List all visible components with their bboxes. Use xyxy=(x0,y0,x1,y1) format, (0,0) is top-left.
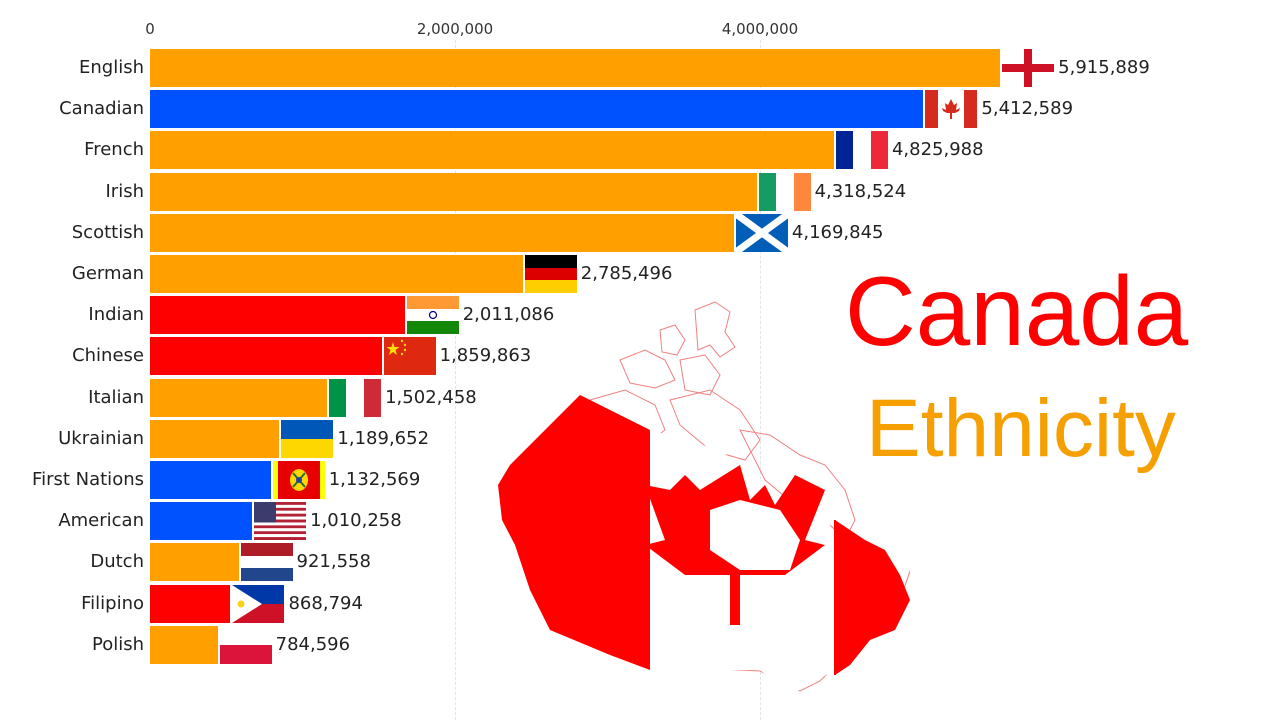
bar xyxy=(150,172,757,211)
value-label: 1,502,458 xyxy=(385,386,477,408)
category-label: Canadian xyxy=(59,98,144,120)
india-flag-icon xyxy=(406,296,459,335)
bar-row: Filipino 868,794 xyxy=(0,584,1280,623)
england-flag-icon xyxy=(1002,49,1055,87)
france-flag-icon xyxy=(835,131,888,170)
value-label: 1,132,569 xyxy=(328,469,421,490)
bar-row: English 5,915,889 xyxy=(0,49,1280,87)
value-label: 1,859,863 xyxy=(439,345,532,367)
scotland-flag-icon xyxy=(735,213,788,252)
category-label: Ukrainian xyxy=(58,427,144,449)
poland-flag-icon xyxy=(219,625,272,664)
value-label: 1,189,652 xyxy=(337,427,430,449)
bar-row: Italian 1,502,458 xyxy=(0,378,1280,417)
first-nations-flag-icon xyxy=(272,461,325,499)
category-label: Italian xyxy=(88,386,144,408)
bar-row: American 1,010,258 xyxy=(0,502,1280,541)
bar-row: Ukrainian 1,189,652 xyxy=(0,419,1280,458)
title-ethnicity: Ethnicity xyxy=(866,383,1176,474)
gridline xyxy=(760,40,761,720)
x-tick-label: 0 xyxy=(145,20,155,38)
x-tick-label: 4,000,000 xyxy=(721,20,799,38)
value-label: 921,558 xyxy=(296,551,371,573)
value-label: 868,794 xyxy=(288,592,363,614)
bar xyxy=(150,419,280,458)
bar xyxy=(150,255,523,293)
bar-row: German 2,785,496 xyxy=(0,255,1280,293)
canada-flag-icon xyxy=(925,90,978,129)
bar xyxy=(150,213,734,252)
category-label: Chinese xyxy=(72,345,144,367)
category-label: First Nations xyxy=(32,469,144,490)
bar xyxy=(150,378,328,417)
bar-row: French 4,825,988 xyxy=(0,131,1280,170)
bar-row: Irish 4,318,524 xyxy=(0,172,1280,211)
netherlands-flag-icon xyxy=(240,543,293,582)
bar-row: Indian 2,011,086 xyxy=(0,296,1280,335)
value-label: 4,825,988 xyxy=(891,139,984,161)
germany-flag-icon xyxy=(524,255,577,293)
category-label: Polish xyxy=(91,633,144,655)
bar xyxy=(150,90,924,129)
ireland-flag-icon xyxy=(758,172,811,211)
category-label: Irish xyxy=(105,180,145,202)
value-label: 4,169,845 xyxy=(791,221,884,243)
category-label: French xyxy=(84,139,144,161)
philippines-flag-icon xyxy=(232,584,285,623)
value-label: 2,785,496 xyxy=(580,263,673,284)
category-label: Scottish xyxy=(71,221,144,243)
value-label: 1,010,258 xyxy=(310,510,402,532)
bar xyxy=(150,543,239,582)
bar-row: First Nations 1,132,569 xyxy=(0,461,1280,499)
china-flag-icon xyxy=(383,337,436,376)
gridline xyxy=(455,40,456,720)
bar-row: Chinese 1,859,863 xyxy=(0,337,1280,376)
category-label: English xyxy=(79,57,144,78)
value-label: 2,011,086 xyxy=(462,304,555,326)
category-label: Filipino xyxy=(81,592,144,614)
x-tick-label: 2,000,000 xyxy=(416,20,494,38)
bar-row: Canadian 5,412,589 xyxy=(0,90,1280,129)
ukraine-flag-icon xyxy=(281,419,334,458)
bar-row: Scottish 4,169,845 xyxy=(0,213,1280,252)
value-label: 5,915,889 xyxy=(1058,57,1150,78)
category-label: Dutch xyxy=(90,551,144,573)
italy-flag-icon xyxy=(329,378,382,417)
value-label: 4,318,524 xyxy=(814,180,907,202)
bar xyxy=(150,625,218,664)
bar xyxy=(150,296,405,335)
usa-flag-icon xyxy=(254,502,307,541)
bar xyxy=(150,337,382,376)
bar-row: Polish 784,596 xyxy=(0,625,1280,664)
bar xyxy=(150,49,1001,87)
title-canada: Canada xyxy=(845,256,1189,366)
bar xyxy=(150,502,253,541)
value-label: 5,412,589 xyxy=(981,98,1074,120)
bar xyxy=(150,461,271,499)
category-label: German xyxy=(71,263,144,284)
category-label: American xyxy=(58,510,144,532)
bar xyxy=(150,584,231,623)
canada-flag-map-image xyxy=(498,301,910,695)
bar-row: Dutch 921,558 xyxy=(0,543,1280,582)
value-label: 784,596 xyxy=(275,633,351,655)
category-label: Indian xyxy=(88,304,144,326)
bar xyxy=(150,131,834,170)
